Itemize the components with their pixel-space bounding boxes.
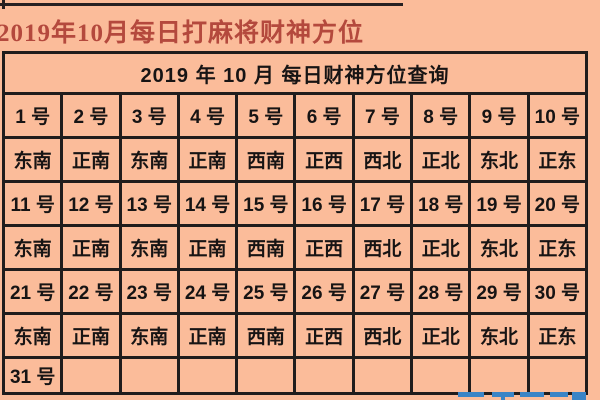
direction-cell: 正东 — [526, 136, 589, 183]
direction-cell: 正北 — [410, 136, 472, 183]
date-cell: 16 号 — [293, 180, 355, 227]
date-cell — [235, 356, 297, 395]
direction-cell: 正东 — [526, 312, 589, 359]
direction-cell: 西南 — [235, 224, 297, 271]
direction-cell: 东南 — [118, 312, 180, 359]
date-row: 21 号 22 号 23 号 24 号 25 号 26 号 27 号 28 号 29 号 30 号 — [1, 268, 589, 315]
direction-cell: 东南 — [1, 136, 64, 183]
table-title-row: 2019 年 10 月 每日财神方位查询 — [2, 51, 588, 95]
direction-row: 东南 正南 东南 正南 西南 正西 西北 正北 东北 正东 — [1, 136, 589, 183]
date-cell: 31 号 — [1, 356, 64, 395]
date-cell: 15 号 — [235, 180, 297, 227]
page-title: 2019年10月每日打麻将财神方位 — [0, 20, 365, 47]
date-cell: 7 号 — [351, 92, 414, 139]
date-cell: 11 号 — [1, 180, 64, 227]
date-cell: 5 号 — [235, 92, 297, 139]
direction-cell: 正北 — [410, 224, 472, 271]
date-cell: 1 号 — [1, 92, 64, 139]
date-row: 11 号 12 号 13 号 14 号 15 号 16 号 17 号 18 号 19 号 20 号 — [1, 180, 589, 227]
date-cell: 12 号 — [60, 180, 122, 227]
left-border-fragment — [2, 0, 5, 9]
direction-cell: 正北 — [410, 312, 472, 359]
date-cell — [60, 356, 122, 395]
date-row: 31 号 — [1, 356, 589, 395]
direction-cell: 西南 — [235, 136, 297, 183]
direction-cell: 西南 — [235, 312, 297, 359]
date-cell — [351, 356, 414, 395]
date-cell: 10 号 — [526, 92, 589, 139]
date-cell: 17 号 — [351, 180, 414, 227]
direction-cell: 正西 — [293, 224, 355, 271]
date-cell: 21 号 — [1, 268, 64, 315]
direction-cell: 西北 — [351, 312, 414, 359]
direction-cell: 东南 — [118, 224, 180, 271]
table-head: 2019 年 10 月 每日财神方位查询 — [2, 51, 588, 95]
direction-cell: 正南 — [60, 312, 122, 359]
date-cell: 28 号 — [410, 268, 472, 315]
date-cell: 9 号 — [468, 92, 530, 139]
date-cell — [526, 356, 589, 395]
date-cell: 4 号 — [176, 92, 239, 139]
direction-cell: 东南 — [1, 312, 64, 359]
date-cell: 30 号 — [526, 268, 589, 315]
direction-cell: 正南 — [60, 224, 122, 271]
direction-row: 东南 正南 东南 正南 西南 正西 西北 正北 东北 正东 — [1, 224, 589, 271]
date-cell — [293, 356, 355, 395]
date-cell: 25 号 — [235, 268, 297, 315]
watermark — [452, 388, 588, 400]
date-cell — [118, 356, 180, 395]
date-cell: 3 号 — [118, 92, 180, 139]
direction-cell: 正西 — [293, 312, 355, 359]
date-cell: 26 号 — [293, 268, 355, 315]
date-cell: 8 号 — [410, 92, 472, 139]
watermark-glyph-tops — [458, 392, 586, 400]
direction-cell: 东南 — [1, 224, 64, 271]
direction-cell: 正南 — [176, 136, 239, 183]
top-divider-line — [0, 3, 403, 6]
direction-row: 东南 正南 东南 正南 西南 正西 西北 正北 东北 正东 — [1, 312, 589, 359]
date-cell: 23 号 — [118, 268, 180, 315]
direction-cell: 正南 — [176, 312, 239, 359]
date-cell — [176, 356, 239, 395]
direction-cell: 西北 — [351, 136, 414, 183]
date-cell: 14 号 — [176, 180, 239, 227]
date-cell: 22 号 — [60, 268, 122, 315]
direction-cell: 西北 — [351, 224, 414, 271]
date-cell: 18 号 — [410, 180, 472, 227]
date-cell: 13 号 — [118, 180, 180, 227]
date-cell — [410, 356, 472, 395]
date-cell: 24 号 — [176, 268, 239, 315]
date-cell: 20 号 — [526, 180, 589, 227]
direction-cell: 正西 — [293, 136, 355, 183]
date-cell: 27 号 — [351, 268, 414, 315]
date-cell: 6 号 — [293, 92, 355, 139]
direction-cell: 正东 — [526, 224, 589, 271]
direction-cell: 东北 — [468, 136, 530, 183]
table-title: 2019 年 10 月 每日财神方位查询 — [2, 51, 588, 95]
date-cell: 19 号 — [468, 180, 530, 227]
direction-cell: 正南 — [60, 136, 122, 183]
date-cell: 29 号 — [468, 268, 530, 315]
direction-cell: 东北 — [468, 224, 530, 271]
direction-cell: 东北 — [468, 312, 530, 359]
date-cell: 2 号 — [60, 92, 122, 139]
direction-cell: 东南 — [118, 136, 180, 183]
direction-cell: 正南 — [176, 224, 239, 271]
